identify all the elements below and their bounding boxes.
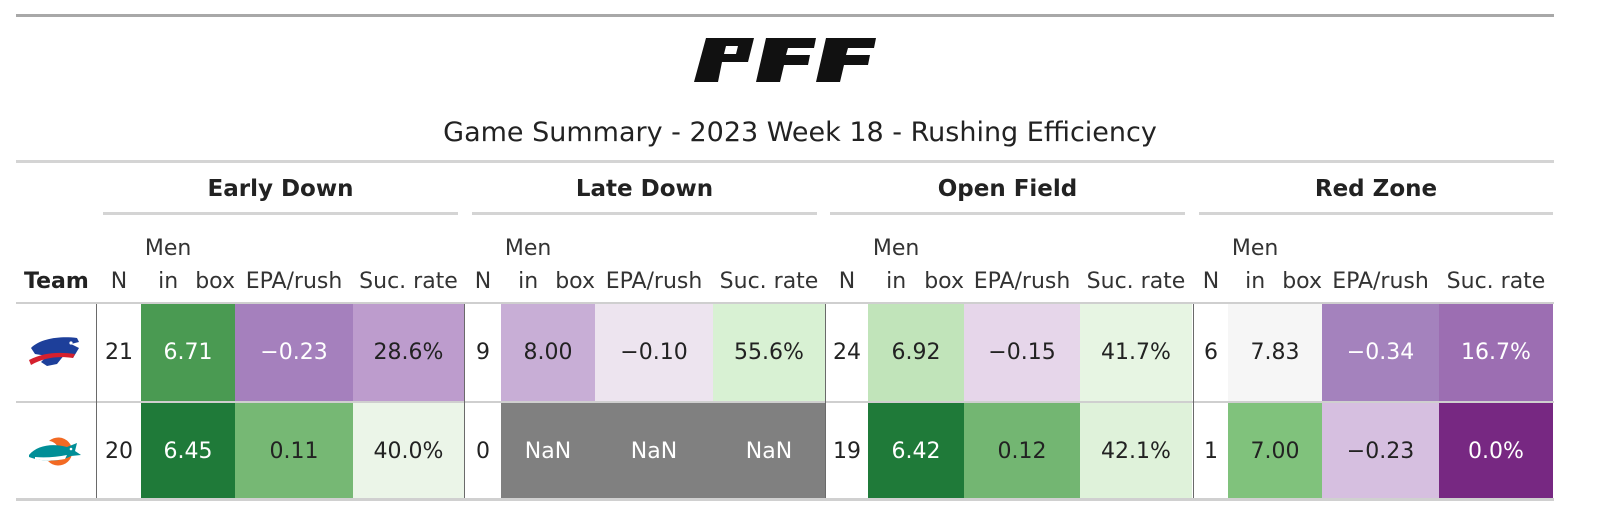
header-rule [16,302,1554,304]
column-header-n: N [1202,269,1220,294]
table-cell: 16.7% [1439,304,1553,401]
column-header-suc: Suc. rate [1446,269,1546,294]
table-cell: 6.42 [868,403,964,500]
table-cell: 7.83 [1228,304,1322,401]
table-cell: 6 [1194,304,1228,401]
column-header-n: N [838,269,856,294]
column-header-box: Men in box [868,228,964,298]
table-cell: −0.34 [1322,304,1439,401]
column-header-epa: EPA/rush [1332,269,1429,294]
table-cell: 8.00 [501,304,595,401]
column-header-box: Men in box [501,228,595,298]
row-divider [16,401,1554,403]
table-cell: 21 [101,304,137,401]
table-cell: −0.23 [1322,403,1439,500]
column-header-box-line1: Men in [1231,236,1279,294]
table-cell: −0.10 [595,304,713,401]
column-header-n: N [474,269,492,294]
table-cell: 28.6% [353,304,464,401]
column-header-epa: EPA/rush [973,269,1071,294]
group-header-late-down: Late Down [575,176,714,202]
table-cell: 55.6% [713,304,825,401]
group-rule-late-down [472,212,817,215]
column-header-n: N [110,269,128,294]
table-cell: 6.71 [141,304,235,401]
top-rule [16,14,1554,17]
table-cell: 40.0% [353,403,464,500]
column-header-team: Team [24,269,89,294]
column-header-box-line1: Men in [144,236,192,294]
pff-logo-icon [694,38,876,82]
table-cell: 24 [826,304,868,401]
column-header-box: Men in box [1228,228,1322,298]
group-separator [96,304,97,498]
group-separator [464,304,465,498]
group-rule-early-down [103,212,458,215]
column-header-box-line2: box [195,269,235,294]
column-header-box-line2: box [555,269,595,294]
title-rule [16,160,1554,163]
group-header-early-down: Early Down [207,176,354,202]
table-cell: 20 [101,403,137,500]
table-cell: 0.12 [964,403,1080,500]
column-header-suc: Suc. rate [719,269,819,294]
table-cell: NaN [595,403,713,500]
table-cell: NaN [501,403,595,500]
table-cell: 19 [826,403,868,500]
table-title: Game Summary - 2023 Week 18 - Rushing Ef… [443,117,1157,148]
group-header-open-field: Open Field [937,176,1078,202]
table-cell: 9 [465,304,501,401]
column-header-epa: EPA/rush [245,269,343,294]
group-rule-open-field [830,212,1185,215]
column-header-box-line2: box [1282,269,1322,294]
table-cell: 7.00 [1228,403,1322,500]
bills-logo-icon [29,337,79,366]
table-cell: 0 [465,403,501,500]
table-cell: 6.92 [868,304,964,401]
table-cell: 42.1% [1080,403,1192,500]
table-cell: −0.15 [964,304,1080,401]
group-rule-red-zone [1199,212,1553,215]
group-header-red-zone: Red Zone [1314,176,1438,202]
table-cell: 41.7% [1080,304,1192,401]
table-cell: 0.11 [235,403,353,500]
column-header-box-line1: Men in [504,236,552,294]
group-separator [825,304,826,498]
column-header-suc: Suc. rate [1086,269,1186,294]
dolphins-logo-icon [29,437,81,466]
table-cell: 6.45 [141,403,235,500]
table-cell: 0.0% [1439,403,1553,500]
column-header-box: Men in box [141,228,235,298]
bottom-rule [16,498,1554,501]
column-header-suc: Suc. rate [359,269,458,294]
column-header-box-line2: box [924,269,964,294]
table-cell: 1 [1194,403,1228,500]
table-cell: −0.23 [235,304,353,401]
column-header-epa: EPA/rush [605,269,703,294]
table-cell: NaN [713,403,825,500]
group-separator [1193,304,1194,498]
column-header-box-line1: Men in [872,236,920,294]
